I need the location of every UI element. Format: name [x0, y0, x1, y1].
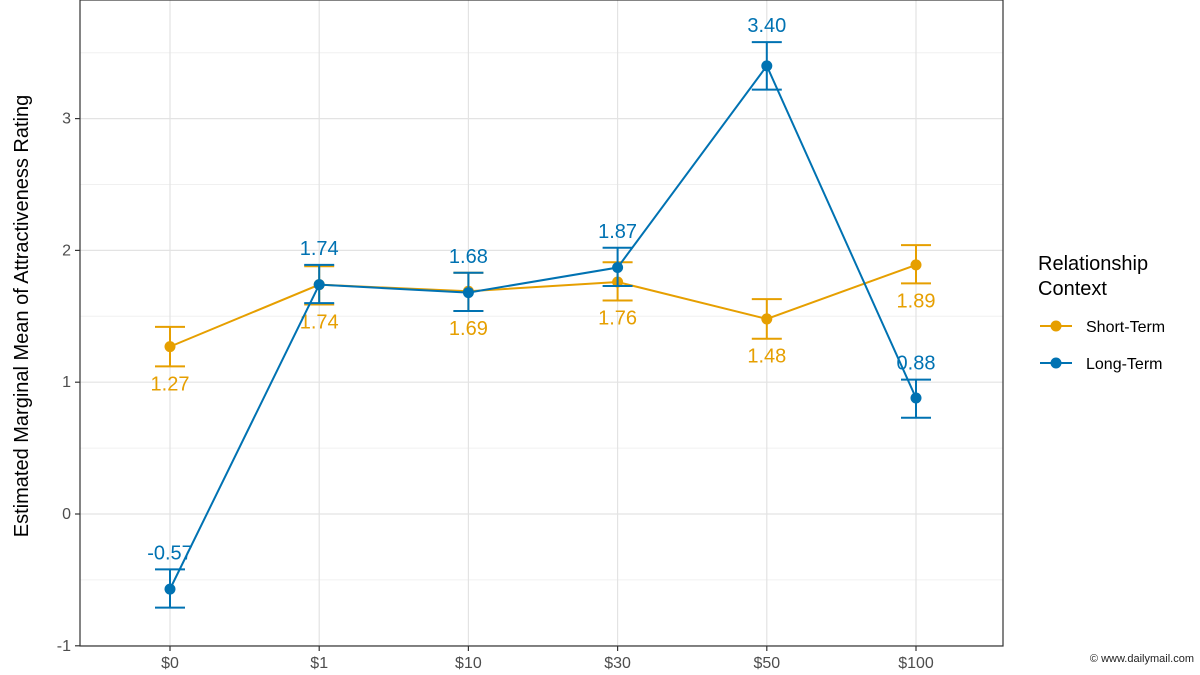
series-line [169, 63, 917, 590]
grid-layer [80, 0, 1003, 647]
x-tick-label: $50 [753, 655, 780, 672]
data-label: 1.69 [449, 318, 488, 340]
data-point [164, 341, 176, 353]
y-tick-label: 1 [62, 374, 71, 391]
data-point [761, 313, 773, 325]
y-tick-label: -1 [57, 638, 71, 655]
data-label: 1.27 [151, 373, 190, 395]
data-label: 3.40 [747, 15, 786, 37]
series-short-term: 1.27 1.74 1.69 1.76 1.48 1.89 [151, 244, 936, 395]
data-label: 1.74 [300, 238, 339, 260]
axis-layer: -1 0 1 2 3 $0 $1 $10 $30 $50 $100 [57, 111, 934, 672]
data-point [910, 259, 922, 271]
legend-label: Long-Term [1086, 356, 1162, 373]
data-point [612, 262, 624, 274]
x-tick-label: $100 [898, 655, 934, 672]
credit-text: © www.dailymail.com [1089, 653, 1194, 665]
x-tick-label: $1 [310, 655, 328, 672]
legend-key-point [1050, 357, 1062, 369]
legend-label: Short-Term [1086, 319, 1165, 336]
series-layer: 1.27 1.74 1.69 1.76 1.48 1.89 -0.57 1.74 1.68 1.8… [147, 15, 936, 609]
legend-title: Context [1038, 278, 1107, 300]
y-axis-label: Estimated Marginal Mean of Attractivenes… [11, 95, 33, 537]
y-tick-label: 2 [62, 242, 71, 259]
panel-border [79, 0, 1004, 647]
data-label: 1.89 [897, 290, 936, 312]
legend-key-point [1050, 320, 1062, 332]
data-point [761, 60, 773, 72]
data-point [462, 287, 474, 299]
data-label: 1.76 [598, 307, 637, 329]
legend: Relationship Context Short-Term Long-Term [1038, 253, 1165, 373]
data-point [910, 392, 922, 404]
x-tick-label: $0 [161, 655, 179, 672]
legend-title: Relationship [1038, 253, 1148, 275]
series-long-term: -0.57 1.74 1.68 1.87 3.40 0.88 [147, 15, 936, 609]
data-label: 1.74 [300, 311, 339, 333]
y-tick-label: 0 [62, 506, 71, 523]
x-tick-label: $30 [604, 655, 631, 672]
x-tick-label: $10 [455, 655, 482, 672]
data-label: 1.68 [449, 246, 488, 268]
data-label: -0.57 [147, 542, 193, 564]
data-label: 1.87 [598, 221, 637, 243]
data-label: 0.88 [897, 353, 936, 375]
y-tick-label: 3 [62, 111, 71, 128]
data-point [313, 279, 325, 291]
data-point [164, 583, 176, 595]
data-label: 1.48 [747, 346, 786, 368]
series-line [169, 263, 917, 348]
